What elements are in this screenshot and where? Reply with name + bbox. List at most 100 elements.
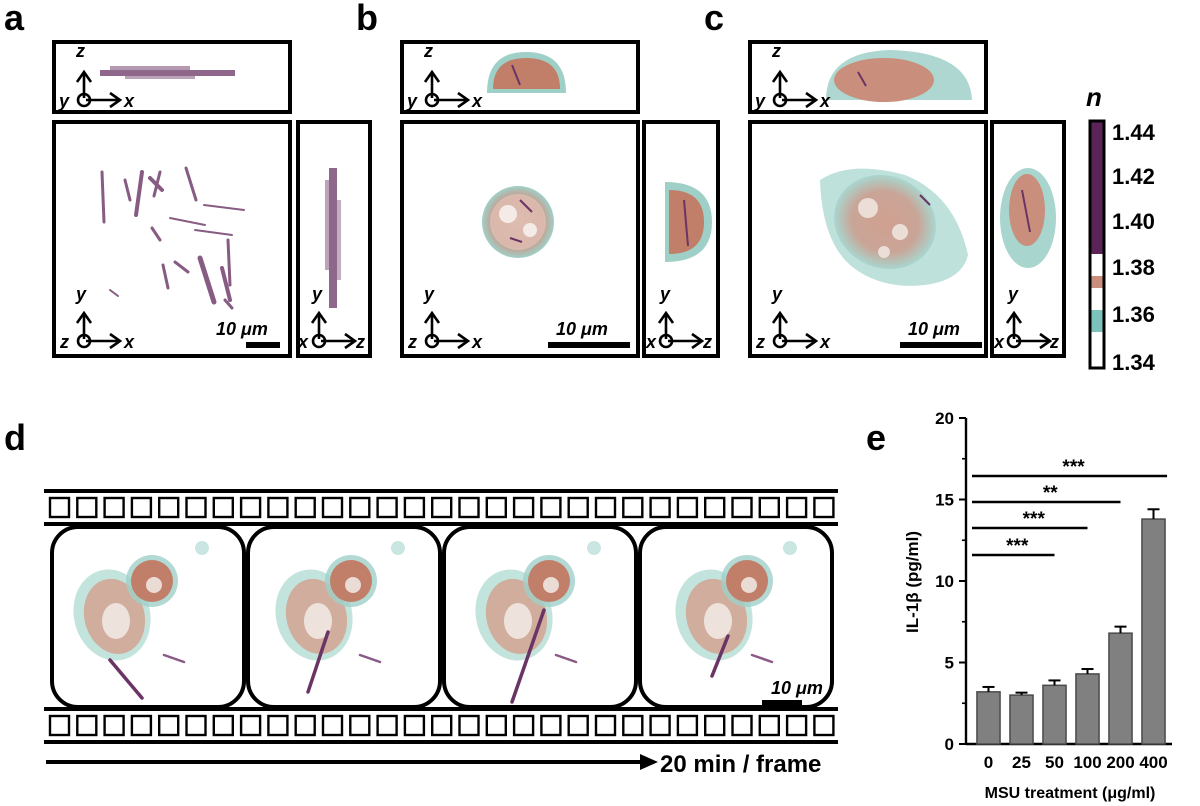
film-perforation xyxy=(704,496,726,519)
film-perforation xyxy=(376,714,398,737)
film-perforation xyxy=(649,496,671,519)
y-tick-label: 15 xyxy=(935,491,954,510)
film-perforation xyxy=(349,714,371,737)
panel-a: a z y x xyxy=(4,0,372,358)
axis-z: z xyxy=(407,332,417,352)
bar xyxy=(1042,684,1067,745)
axis-z: z xyxy=(771,41,781,61)
msu-crystal xyxy=(710,634,730,678)
film-frame xyxy=(638,525,834,709)
msu-crystal-fragment xyxy=(358,653,382,664)
xy-view-b xyxy=(400,120,640,358)
film-perforation xyxy=(431,714,453,737)
axis-z: z xyxy=(423,41,433,61)
film-frames xyxy=(50,525,834,709)
colorbar: n 1.44 1.42 1.40 1.38 1.36 1.34 xyxy=(1086,82,1156,375)
axis-x: x xyxy=(819,91,831,111)
nucleus-inner xyxy=(102,603,130,639)
axis-triad-c-top xyxy=(771,70,818,109)
colorbar-teal xyxy=(1090,310,1104,332)
film-perforations-top xyxy=(48,496,835,519)
axis-x: x xyxy=(297,332,309,352)
film-perforation xyxy=(403,714,426,737)
significance-stars: *** xyxy=(1023,509,1046,530)
x-tick-label: 400 xyxy=(1139,753,1167,772)
cell-debris xyxy=(195,541,209,555)
axis-triad-a-xy xyxy=(75,311,122,350)
film-perforation xyxy=(48,496,71,519)
film-perforation xyxy=(212,714,235,737)
x-tick-label: 200 xyxy=(1106,753,1134,772)
colorbar-salmon xyxy=(1090,276,1104,288)
nucleus-inner xyxy=(543,577,559,593)
film-perforation xyxy=(458,496,480,519)
film-perforation xyxy=(130,714,153,737)
film-perforation xyxy=(485,496,507,519)
xy-view-a xyxy=(52,120,292,358)
axis-z: z xyxy=(702,332,712,352)
film-perforation xyxy=(76,496,98,519)
axis-x: x xyxy=(123,91,135,111)
x-axis-label: MSU treatment (μg/ml) xyxy=(985,785,1156,802)
axis-x: x xyxy=(123,332,135,352)
film-perforation xyxy=(239,496,262,519)
y-tick-label: 20 xyxy=(935,409,954,428)
film-perforation xyxy=(758,714,780,737)
axis-x: x xyxy=(471,91,483,111)
axis-triad-b-top xyxy=(423,70,470,109)
msu-crystal-fragment xyxy=(162,653,186,664)
axis-triad-a-top xyxy=(75,70,122,109)
yz-view-a xyxy=(296,120,372,358)
significance-stars: ** xyxy=(1043,483,1058,504)
colorbar-symbol: n xyxy=(1086,82,1102,112)
axis-y: y xyxy=(659,284,671,304)
x-tick-label: 50 xyxy=(1045,753,1064,772)
cell-xz-c xyxy=(826,50,972,102)
film-perforation xyxy=(540,496,562,519)
film-perforation xyxy=(622,496,644,519)
film-perforation xyxy=(785,496,808,519)
crystal-yz-a xyxy=(325,168,341,308)
colorbar-tick: 1.36 xyxy=(1112,302,1155,327)
axis-z: z xyxy=(75,41,85,61)
scalebar-d xyxy=(762,700,802,706)
x-tick-label: 0 xyxy=(984,753,993,772)
axis-x: x xyxy=(993,332,1005,352)
film-perforation xyxy=(48,714,71,737)
film-perforation xyxy=(676,496,699,519)
bar xyxy=(976,691,1001,745)
y-tick-label: 5 xyxy=(945,654,954,673)
cell-xz-b xyxy=(487,52,566,93)
axis-y: y xyxy=(311,284,323,304)
msu-crystal xyxy=(510,608,546,704)
bar xyxy=(1009,694,1034,745)
significance-stars: *** xyxy=(1062,457,1085,478)
film-perforation xyxy=(704,714,726,737)
film-perforation xyxy=(512,496,535,519)
film-perforation xyxy=(376,496,398,519)
film-perforation xyxy=(458,714,480,737)
film-perforation xyxy=(813,714,835,737)
film-perforation xyxy=(731,496,753,519)
axis-y: y xyxy=(406,91,418,111)
film-perforation xyxy=(758,496,780,519)
cell-debris xyxy=(783,541,797,555)
film-perforation xyxy=(676,714,699,737)
film-perforation xyxy=(594,496,617,519)
scalebar-b xyxy=(548,342,630,348)
yz-view-b xyxy=(642,120,720,358)
cell-xy-b xyxy=(482,186,554,258)
axis-y: y xyxy=(75,284,87,304)
axis-x: x xyxy=(471,332,483,352)
colorbar-tick: 1.38 xyxy=(1112,255,1155,280)
film-perforation xyxy=(485,714,507,737)
panel-label-e: e xyxy=(866,417,886,458)
film-perforation xyxy=(512,714,535,737)
panel-e: e IL-1β (pg/ml) MSU treatment (μg/ml) 0 5… xyxy=(866,409,1172,802)
cell-yz-c xyxy=(1000,168,1056,268)
yz-view-c xyxy=(990,120,1066,358)
msu-crystal xyxy=(108,658,144,700)
axis-triad-c-yz xyxy=(1005,311,1052,350)
axis-x: x xyxy=(819,332,831,352)
